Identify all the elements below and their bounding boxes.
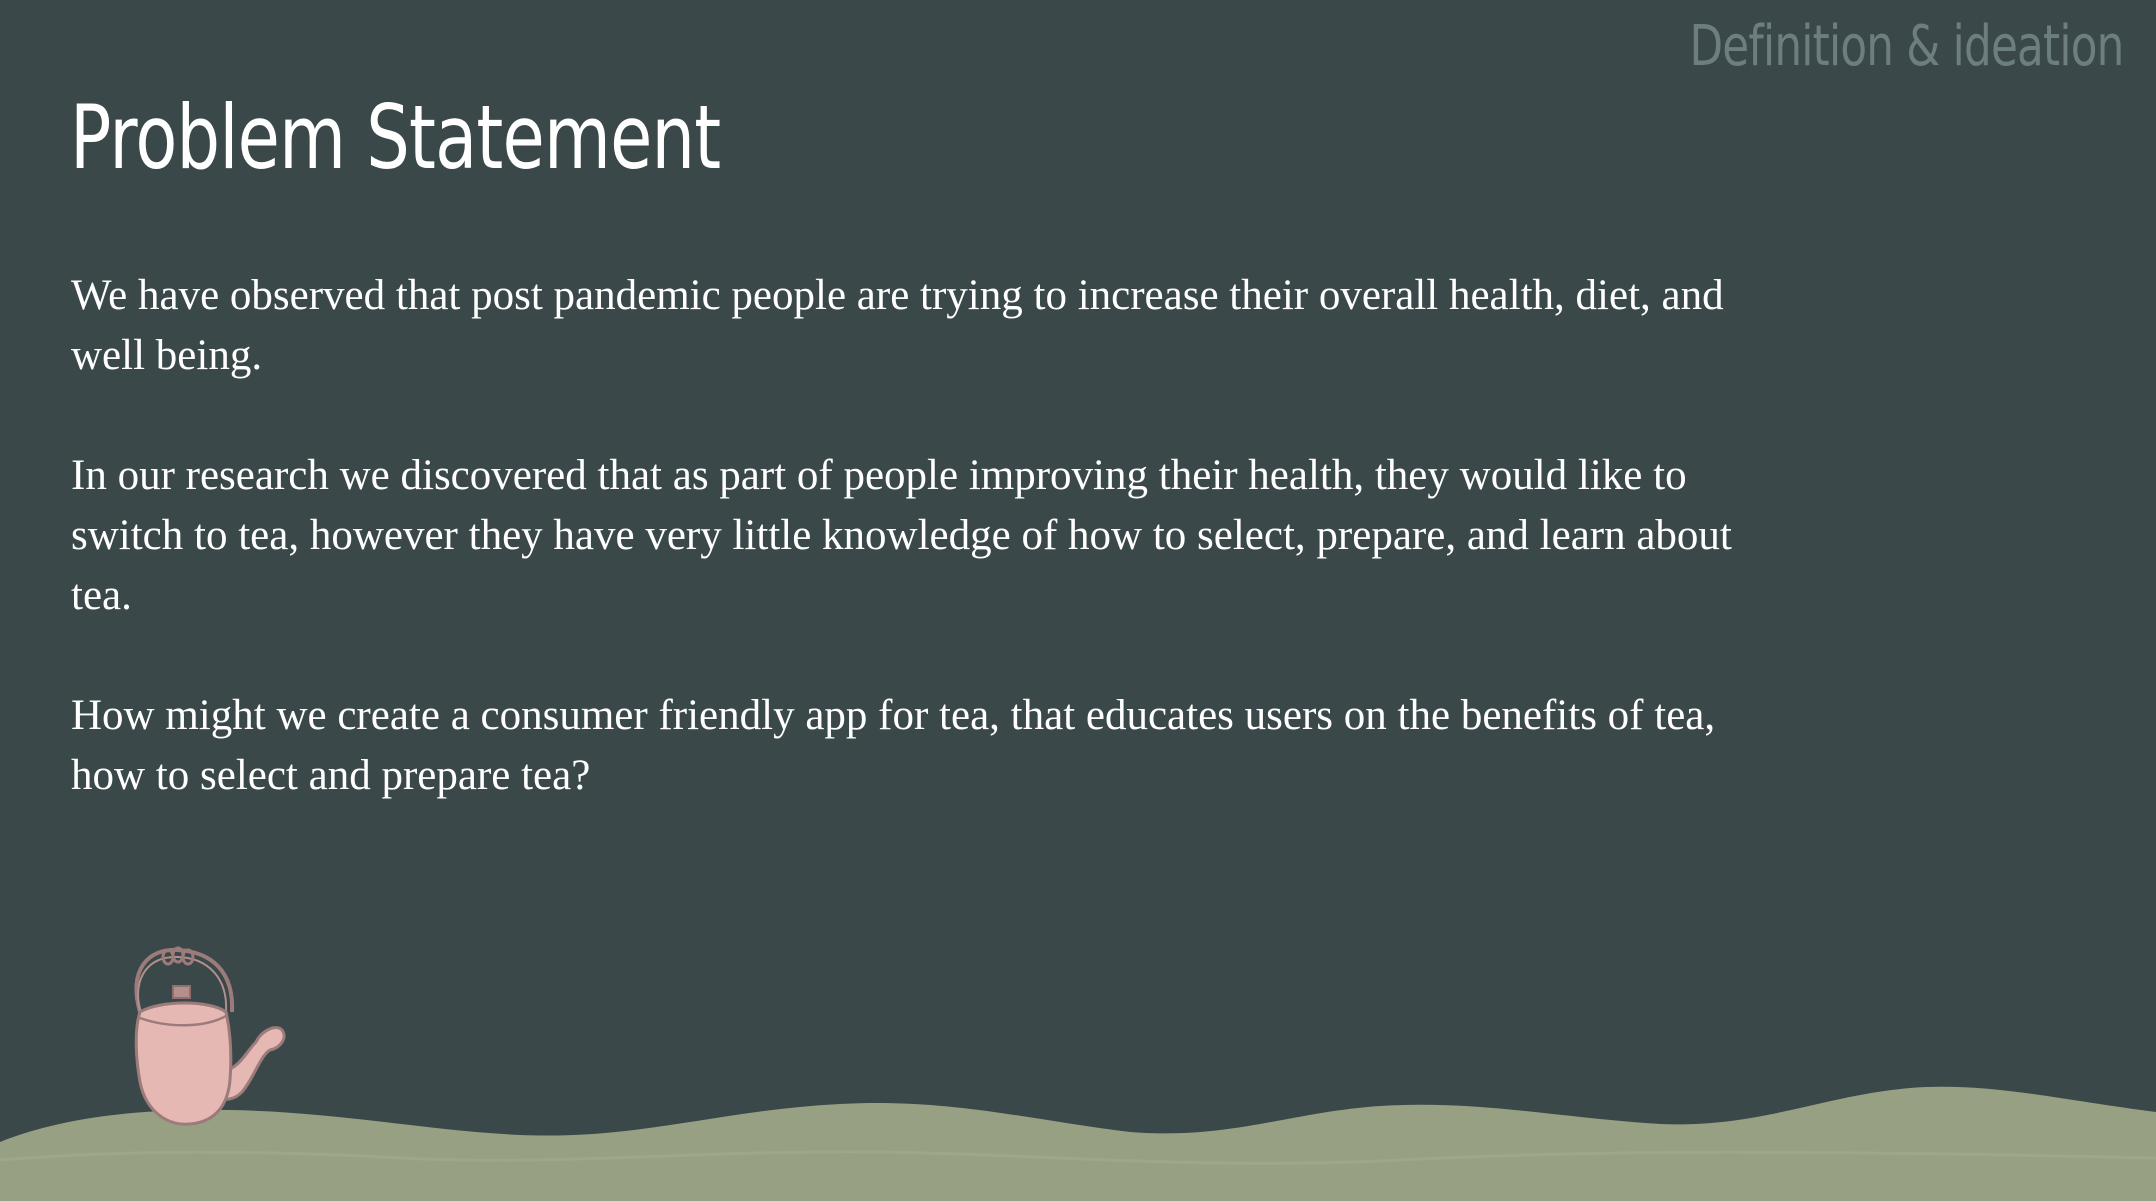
section-label: Definition & ideation [1689,14,2125,79]
hills-texture [0,1150,2156,1165]
paragraph-research: In our research we discovered that as pa… [71,452,1732,619]
paragraph-observation: We have observed that post pandemic peop… [71,272,1724,379]
paragraph-how-might-we: How might we create a consumer friendly … [71,692,1716,799]
green-hills [0,1086,2156,1201]
page-title: Problem Statement [70,86,721,189]
teapot-icon [134,946,286,1126]
problem-statement-body: We have observed that post pandemic peop… [71,266,1781,866]
